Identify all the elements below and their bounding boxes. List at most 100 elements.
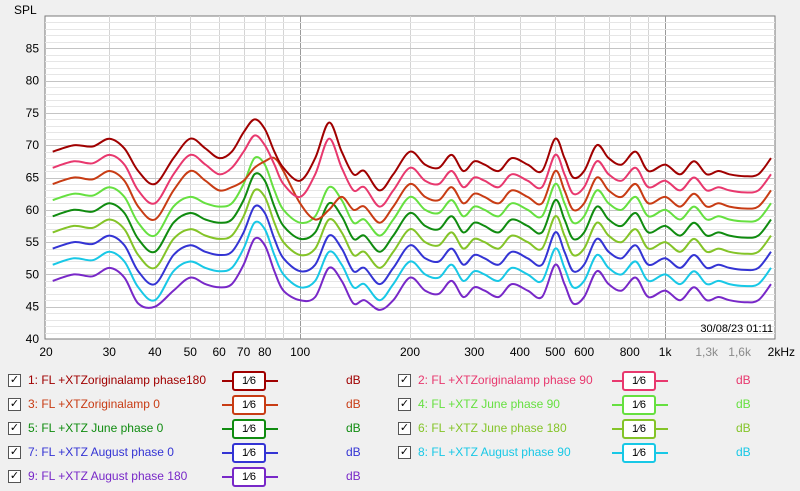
smoothing-button[interactable]: 1⁄6 xyxy=(622,443,656,463)
x-tick-label: 800 xyxy=(620,345,640,359)
legend-line-swatch xyxy=(222,428,234,430)
legend-label: 3: FL +XTZoriginalamp 0 xyxy=(28,397,160,411)
legend-item-2: ✓ 2: FL +XTZoriginalamp phase 90 1⁄6 dB xyxy=(398,371,766,391)
legend-line-swatch xyxy=(612,404,624,406)
series-lines xyxy=(52,118,772,311)
legend-label: 2: FL +XTZoriginalamp phase 90 xyxy=(418,373,593,387)
legend-line-swatch xyxy=(222,452,234,454)
x-tick-label: 600 xyxy=(574,345,594,359)
smoothing-button[interactable]: 1⁄6 xyxy=(232,467,266,487)
y-tick-label: 85 xyxy=(26,41,40,55)
legend-checkbox[interactable]: ✓ xyxy=(398,398,411,411)
y-tick-label: 55 xyxy=(26,235,40,249)
legend-label: 5: FL +XTZ June phase 0 xyxy=(28,421,164,435)
x-tick-label: 60 xyxy=(212,345,226,359)
legend-line-swatch xyxy=(656,428,668,430)
legend-item-3: ✓ 3: FL +XTZoriginalamp 0 1⁄6 dB xyxy=(8,395,376,415)
legend: ✓ 1: FL +XTZoriginalamp phase180 1⁄6 dB ✓ 2: … xyxy=(0,368,800,491)
legend-line-swatch xyxy=(612,428,624,430)
legend-unit: dB xyxy=(736,445,751,459)
legend-checkbox[interactable]: ✓ xyxy=(8,398,21,411)
y-tick-label: 45 xyxy=(26,300,40,314)
smoothing-button[interactable]: 1⁄6 xyxy=(622,419,656,439)
legend-line-swatch xyxy=(266,404,278,406)
series-line-7 xyxy=(52,204,772,286)
legend-label: 4: FL +XTZ June phase 90 xyxy=(418,397,560,411)
x-tick-label: 30 xyxy=(103,345,117,359)
x-tick-label: 500 xyxy=(545,345,565,359)
x-tick-label: 200 xyxy=(400,345,420,359)
series-line-3 xyxy=(52,156,772,224)
legend-unit: dB xyxy=(736,373,751,387)
legend-unit: dB xyxy=(346,445,361,459)
legend-checkbox[interactable]: ✓ xyxy=(8,446,21,459)
y-tick-label: 65 xyxy=(26,171,40,185)
y-tick-label: 60 xyxy=(26,203,40,217)
legend-line-swatch xyxy=(612,380,624,382)
legend-checkbox[interactable]: ✓ xyxy=(398,446,411,459)
legend-label: 7: FL +XTZ August phase 0 xyxy=(28,445,174,459)
legend-line-swatch xyxy=(266,476,278,478)
series-line-6 xyxy=(52,188,772,270)
smoothing-button[interactable]: 1⁄6 xyxy=(232,395,266,415)
smoothing-button[interactable]: 1⁄6 xyxy=(232,419,266,439)
legend-unit: dB xyxy=(346,373,361,387)
x-tick-label: 20 xyxy=(39,345,53,359)
legend-line-swatch xyxy=(266,452,278,454)
legend-line-swatch xyxy=(266,428,278,430)
legend-item-7: ✓ 7: FL +XTZ August phase 0 1⁄6 dB xyxy=(8,443,376,463)
legend-line-swatch xyxy=(222,476,234,478)
legend-unit: dB xyxy=(736,397,751,411)
legend-checkbox[interactable]: ✓ xyxy=(8,374,21,387)
x-tick-label: 100 xyxy=(290,345,310,359)
y-tick-label: 50 xyxy=(26,267,40,281)
legend-line-swatch xyxy=(222,380,234,382)
series-line-2 xyxy=(52,134,772,208)
x-tick-label: 1,3k xyxy=(695,345,719,359)
legend-unit: dB xyxy=(346,397,361,411)
y-tick-label: 75 xyxy=(26,106,40,120)
legend-unit: dB xyxy=(346,469,361,483)
legend-unit: dB xyxy=(736,421,751,435)
legend-item-8: ✓ 8: FL +XTZ August phase 90 1⁄6 dB xyxy=(398,443,766,463)
legend-item-5: ✓ 5: FL +XTZ June phase 0 1⁄6 dB xyxy=(8,419,376,439)
smoothing-button[interactable]: 1⁄6 xyxy=(232,371,266,391)
x-tick-label: 1k xyxy=(659,345,673,359)
legend-line-swatch xyxy=(656,452,668,454)
legend-checkbox[interactable]: ✓ xyxy=(398,374,411,387)
grid xyxy=(44,15,776,340)
chart-panel: SPL 40 45 50 55 60 65 70 75 80 85 20 30 40 50 60 70 80 10… xyxy=(0,0,800,362)
y-axis-label: SPL xyxy=(14,3,37,17)
legend-line-swatch xyxy=(222,404,234,406)
legend-item-1: ✓ 1: FL +XTZoriginalamp phase180 1⁄6 dB xyxy=(8,371,376,391)
legend-label: 9: FL +XTZ August phase 180 xyxy=(28,469,188,483)
x-tick-label: 70 xyxy=(237,345,251,359)
legend-line-swatch xyxy=(656,404,668,406)
x-tick-label: 1,6k xyxy=(728,345,752,359)
legend-line-swatch xyxy=(612,452,624,454)
legend-label: 8: FL +XTZ August phase 90 xyxy=(418,445,571,459)
legend-item-9: ✓ 9: FL +XTZ August phase 180 1⁄6 dB xyxy=(8,467,376,487)
legend-checkbox[interactable]: ✓ xyxy=(8,470,21,483)
y-tick-label: 70 xyxy=(26,138,40,152)
spl-chart[interactable]: SPL 40 45 50 55 60 65 70 75 80 85 20 30 40 50 60 70 80 10… xyxy=(0,0,800,362)
x-tick-label: 80 xyxy=(258,345,272,359)
smoothing-button[interactable]: 1⁄6 xyxy=(232,443,266,463)
x-tick-label: 400 xyxy=(510,345,530,359)
legend-checkbox[interactable]: ✓ xyxy=(398,422,411,435)
smoothing-button[interactable]: 1⁄6 xyxy=(622,371,656,391)
x-tick-label: 2kHz xyxy=(768,345,795,359)
legend-unit: dB xyxy=(346,421,361,435)
legend-label: 1: FL +XTZoriginalamp phase180 xyxy=(28,373,206,387)
x-tick-label: 300 xyxy=(464,345,484,359)
series-line-5 xyxy=(52,172,772,254)
y-tick-label: 40 xyxy=(26,332,40,346)
x-tick-label: 40 xyxy=(148,345,162,359)
smoothing-button[interactable]: 1⁄6 xyxy=(622,395,656,415)
timestamp: 30/08/23 01:11 xyxy=(700,323,773,335)
legend-item-6: ✓ 6: FL +XTZ June phase 180 1⁄6 dB xyxy=(398,419,766,439)
legend-checkbox[interactable]: ✓ xyxy=(8,422,21,435)
series-line-9 xyxy=(52,236,772,311)
axes: 40 45 50 55 60 65 70 75 80 85 20 30 40 50 60 70 80 100 200… xyxy=(26,41,795,359)
series-line-8 xyxy=(52,220,772,302)
